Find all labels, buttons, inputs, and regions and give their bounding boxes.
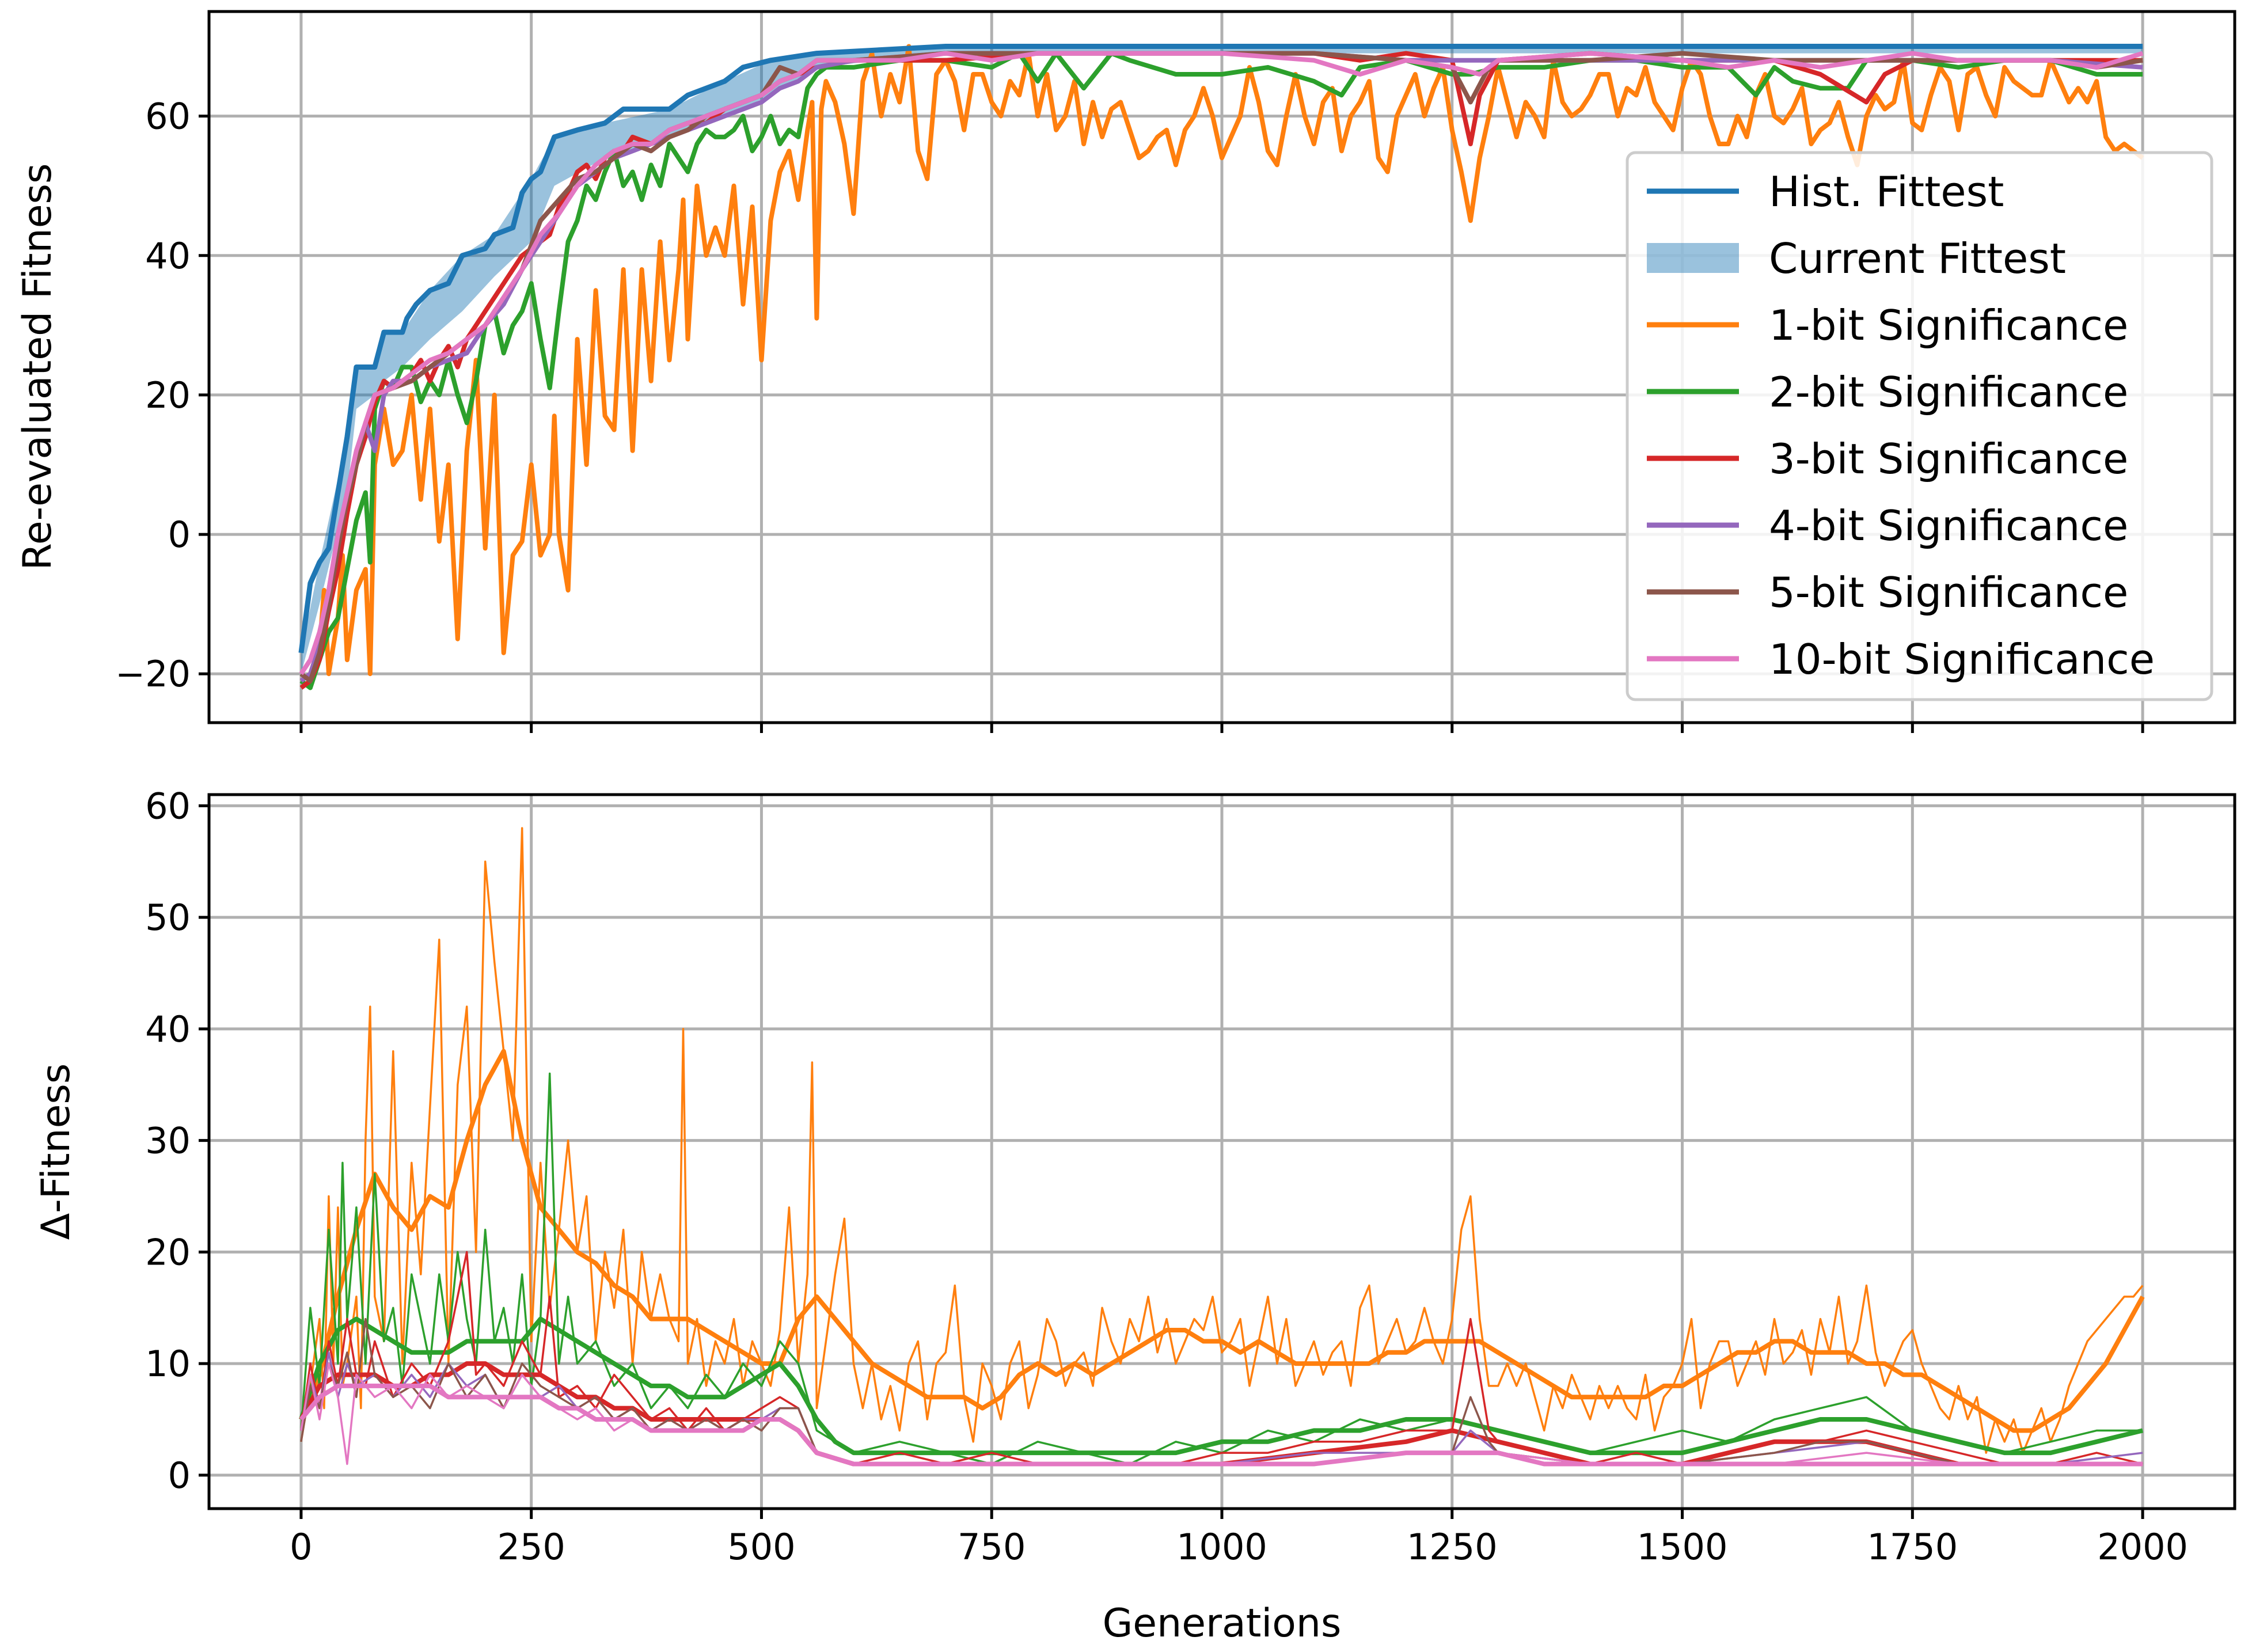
x-tick-label: 1500 — [1637, 1526, 1728, 1568]
x-tick-label: 0 — [290, 1526, 312, 1568]
x-tick-label: 1000 — [1176, 1526, 1267, 1568]
y-tick-label: 60 — [145, 96, 191, 138]
legend-label: 1-bit Significance — [1769, 301, 2128, 350]
series-line-1-bit-significance — [299, 44, 2144, 683]
legend-label: 3-bit Significance — [1769, 435, 2128, 483]
y-tick-label: 20 — [145, 1231, 191, 1273]
series-line-2-bit-significance — [299, 51, 2143, 690]
y-tick-label: 40 — [145, 1008, 191, 1050]
series-line-10-bit-significance — [299, 51, 2144, 675]
legend-label: 4-bit Significance — [1769, 502, 2128, 550]
top-plot: −20 0 20 40 60 Re-evaluated Fitness — [15, 10, 2236, 733]
series-line-1-bit-significance-smoothed — [299, 1049, 2145, 1433]
bottom-x-axis-label: Generations — [1103, 1601, 1342, 1646]
y-tick-label: 10 — [145, 1343, 191, 1385]
top-y-ticks: −20 0 20 40 60 — [115, 96, 209, 695]
y-tick-label: 60 — [145, 785, 191, 827]
top-x-ticks — [299, 723, 2144, 733]
x-tick-label: 1750 — [1867, 1526, 1958, 1568]
series-line-10-bit-significance-smoothed — [299, 1383, 2143, 1467]
legend-label: Current Fittest — [1769, 234, 2066, 283]
x-tick-label: 500 — [727, 1526, 795, 1568]
legend-box — [1626, 151, 2213, 701]
y-tick-label: 0 — [168, 1454, 191, 1497]
series-line-2-bit-significance-smoothed — [299, 1316, 2144, 1456]
legend-label: 5-bit Significance — [1769, 568, 2128, 617]
bottom-y-ticks: 0 10 20 30 40 50 60 — [145, 785, 209, 1497]
legend-label: 10-bit Significance — [1769, 635, 2155, 683]
y-tick-label: 0 — [168, 514, 191, 556]
bottom-grid — [209, 795, 2235, 1509]
x-tick-label: 250 — [498, 1526, 565, 1568]
series-line-1-bit-significance-raw — [300, 827, 2144, 1454]
series-line-hist-fittest — [298, 44, 2143, 654]
y-tick-label: 50 — [145, 897, 191, 939]
y-tick-label: 30 — [145, 1120, 191, 1162]
legend: Hist. Fittest Current Fittest 1-bit Signif… — [1626, 151, 2213, 701]
x-tick-label: 2000 — [2097, 1526, 2188, 1568]
legend-label: Hist. Fittest — [1769, 168, 2004, 216]
y-tick-label: 20 — [145, 374, 191, 416]
bottom-plot: 0 250 500 750 1000 1250 1500 1750 2000 0 10 20 30 40… — [33, 785, 2236, 1646]
legend-swatch-patch — [1647, 243, 1739, 273]
legend-items: Hist. Fittest Current Fittest 1-bit Signif… — [1647, 168, 2155, 683]
y-tick-label: 40 — [145, 235, 191, 277]
x-tick-label: 750 — [958, 1526, 1026, 1568]
y-tick-label: −20 — [115, 653, 191, 695]
bottom-x-ticks: 0 250 500 750 1000 1250 1500 1750 2000 — [290, 1509, 2188, 1568]
legend-label: 2-bit Significance — [1769, 368, 2128, 416]
bottom-y-axis-label: Δ-Fitness — [33, 1064, 79, 1240]
top-y-axis-label: Re-evaluated Fitness — [15, 164, 60, 571]
top-series-layer — [298, 44, 2144, 690]
bottom-series-layer — [299, 827, 2145, 1467]
x-tick-label: 1250 — [1407, 1526, 1498, 1568]
